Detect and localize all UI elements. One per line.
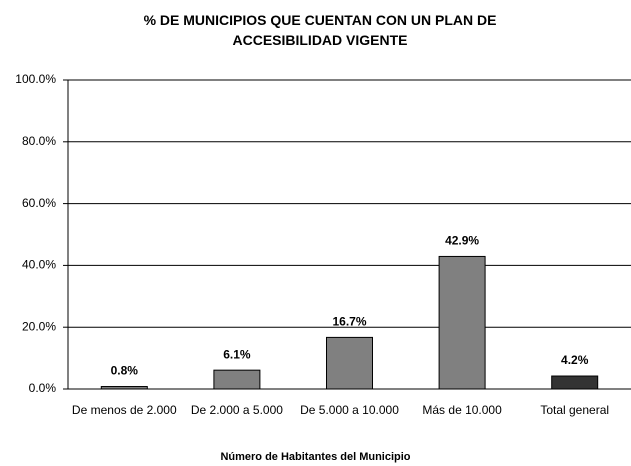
data-label: 0.8%: [111, 364, 139, 378]
bar: [551, 375, 599, 390]
data-label: 42.9%: [445, 234, 479, 248]
data-label: 6.1%: [223, 347, 251, 361]
bar: [438, 255, 486, 390]
bar: [326, 336, 373, 390]
x-tick-label: De 2.000 a 5.000: [190, 403, 283, 417]
chart-title: % DE MUNICIPIOS QUE CUENTAN CON UN PLAN …: [143, 12, 497, 48]
x-tick-label: Total general: [540, 403, 610, 417]
y-tick-label: 60.0%: [22, 196, 56, 210]
x-axis-label: Número de Habitantes del Municipio: [220, 451, 411, 463]
bar: [213, 369, 261, 390]
y-tick-label: 100.0%: [15, 72, 56, 86]
y-tick-label: 20.0%: [22, 319, 56, 333]
data-label: 4.2%: [561, 353, 589, 367]
y-tick-label: 40.0%: [22, 258, 56, 272]
x-tick-label: De 5.000 a 10.000: [300, 403, 399, 417]
bar: [100, 386, 148, 390]
x-tick-label: Más de 10.000: [422, 403, 502, 417]
x-tick-label: De menos de 2.000: [71, 403, 177, 417]
data-label: 16.7%: [332, 315, 366, 329]
y-tick-label: 80.0%: [22, 134, 56, 148]
y-tick-label: 0.0%: [29, 381, 57, 395]
